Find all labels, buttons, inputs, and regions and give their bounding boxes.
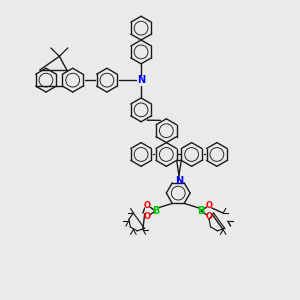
- Text: O: O: [143, 201, 151, 210]
- Text: N: N: [137, 75, 145, 85]
- Text: O: O: [143, 212, 151, 221]
- Text: O: O: [206, 201, 213, 210]
- Text: N: N: [175, 176, 183, 186]
- Text: B: B: [197, 206, 205, 216]
- Text: O: O: [206, 212, 213, 221]
- Text: B: B: [152, 206, 159, 216]
